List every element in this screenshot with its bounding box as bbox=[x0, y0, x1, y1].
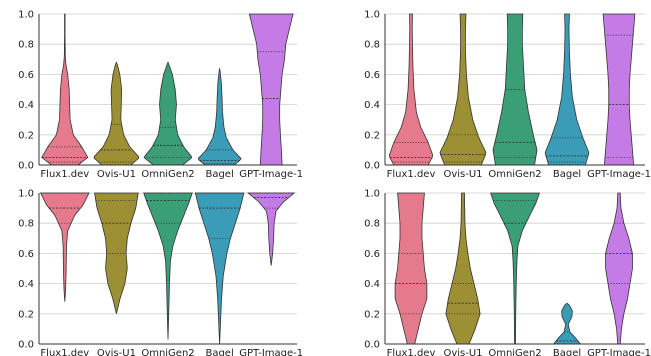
x-tick-label: Ovis-U1 bbox=[443, 348, 482, 356]
y-tick-label: 0.8 bbox=[364, 40, 380, 51]
y-tick-label: 0.8 bbox=[18, 40, 34, 51]
y-tick-label: 0.4 bbox=[364, 279, 380, 290]
violin-flux1-dev bbox=[388, 13, 434, 166]
violin-bagel bbox=[194, 192, 245, 345]
violin-bagel bbox=[544, 13, 590, 166]
y-tick-label: 1.0 bbox=[18, 189, 34, 200]
violin-gpt-image-1 bbox=[605, 192, 633, 345]
violin-ovis-u1 bbox=[439, 13, 487, 166]
violin-omnigen2 bbox=[489, 192, 541, 345]
y-tick-label: 0.0 bbox=[18, 340, 34, 351]
y-tick-label: 0.6 bbox=[18, 249, 34, 260]
violin-gpt-image-1 bbox=[602, 13, 636, 166]
violin-panel-1: 0.0 0.2 0.4 0.6 0.8 1.0 Flux1.dev Ovis-U1 OmniGe… bbox=[18, 10, 303, 181]
x-tick-label: Flux1.dev bbox=[40, 169, 89, 180]
y-tick-label: 0.2 bbox=[18, 309, 34, 320]
x-tick-label: Bagel bbox=[205, 348, 233, 356]
violin-omnigen2 bbox=[492, 13, 538, 166]
violin-gpt-image-1 bbox=[247, 192, 296, 266]
y-tick-label: 0.0 bbox=[364, 340, 380, 351]
x-tick-label: Bagel bbox=[553, 348, 581, 356]
violin-bagel bbox=[552, 302, 582, 345]
violin-ovis-u1 bbox=[445, 192, 481, 345]
y-tick-label: 0.6 bbox=[364, 70, 380, 81]
x-tick-label: Ovis-U1 bbox=[97, 169, 136, 180]
y-tick-label: 1.0 bbox=[364, 189, 380, 200]
x-tick-label: GPT-Image-1 bbox=[587, 169, 651, 180]
violin-flux1-dev bbox=[394, 192, 428, 345]
x-tick-label: Flux1.dev bbox=[387, 348, 436, 356]
violin-flux1-dev bbox=[39, 192, 90, 302]
x-tick-label: GPT-Image-1 bbox=[239, 348, 303, 356]
y-tick-label: 0.2 bbox=[364, 309, 380, 320]
violin-panel-4: 0.0 0.2 0.4 0.6 0.8 1.0 Flux1.dev Ovis-U1 OmniGe… bbox=[364, 189, 651, 356]
x-tick-label: Bagel bbox=[205, 169, 233, 180]
violin-gpt-image-1 bbox=[248, 13, 294, 166]
y-tick-label: 0.4 bbox=[18, 100, 34, 111]
x-tick-label: OmniGen2 bbox=[488, 169, 541, 180]
y-tick-label: 0.4 bbox=[364, 100, 380, 111]
violin-flux1-dev bbox=[41, 13, 89, 166]
y-tick-label: 0.2 bbox=[364, 130, 380, 141]
x-tick-label: Flux1.dev bbox=[387, 169, 436, 180]
y-tick-label: 0.6 bbox=[364, 249, 380, 260]
x-tick-label: Ovis-U1 bbox=[443, 169, 482, 180]
x-tick-label: Bagel bbox=[553, 169, 581, 180]
violin-panel-3: 0.0 0.2 0.4 0.6 0.8 1.0 Flux1.dev Ovis-U1 OmniGe… bbox=[18, 189, 303, 356]
y-tick-label: 0.4 bbox=[18, 279, 34, 290]
violin-omnigen2 bbox=[144, 61, 192, 166]
x-tick-label: Flux1.dev bbox=[40, 348, 89, 356]
violin-panel-2: 0.0 0.2 0.4 0.6 0.8 1.0 Flux1.dev Ovis-U1 OmniGe… bbox=[364, 10, 651, 181]
y-tick-label: 0.0 bbox=[18, 161, 34, 172]
x-tick-label: OmniGen2 bbox=[141, 348, 194, 356]
x-tick-label: GPT-Image-1 bbox=[239, 169, 303, 180]
y-tick-label: 0.8 bbox=[364, 219, 380, 230]
x-tick-label: GPT-Image-1 bbox=[587, 348, 651, 356]
x-tick-label: OmniGen2 bbox=[141, 169, 194, 180]
x-tick-label: Ovis-U1 bbox=[97, 348, 136, 356]
violin-omnigen2 bbox=[143, 192, 193, 340]
y-tick-label: 1.0 bbox=[18, 10, 34, 21]
y-tick-label: 0.8 bbox=[18, 219, 34, 230]
y-tick-label: 0.6 bbox=[18, 70, 34, 81]
violin-ovis-u1 bbox=[93, 61, 140, 166]
x-tick-label: OmniGen2 bbox=[488, 348, 541, 356]
y-tick-label: 0.0 bbox=[364, 161, 380, 172]
y-tick-label: 0.2 bbox=[18, 130, 34, 141]
violin-bagel bbox=[197, 68, 242, 166]
y-tick-label: 1.0 bbox=[364, 10, 380, 21]
